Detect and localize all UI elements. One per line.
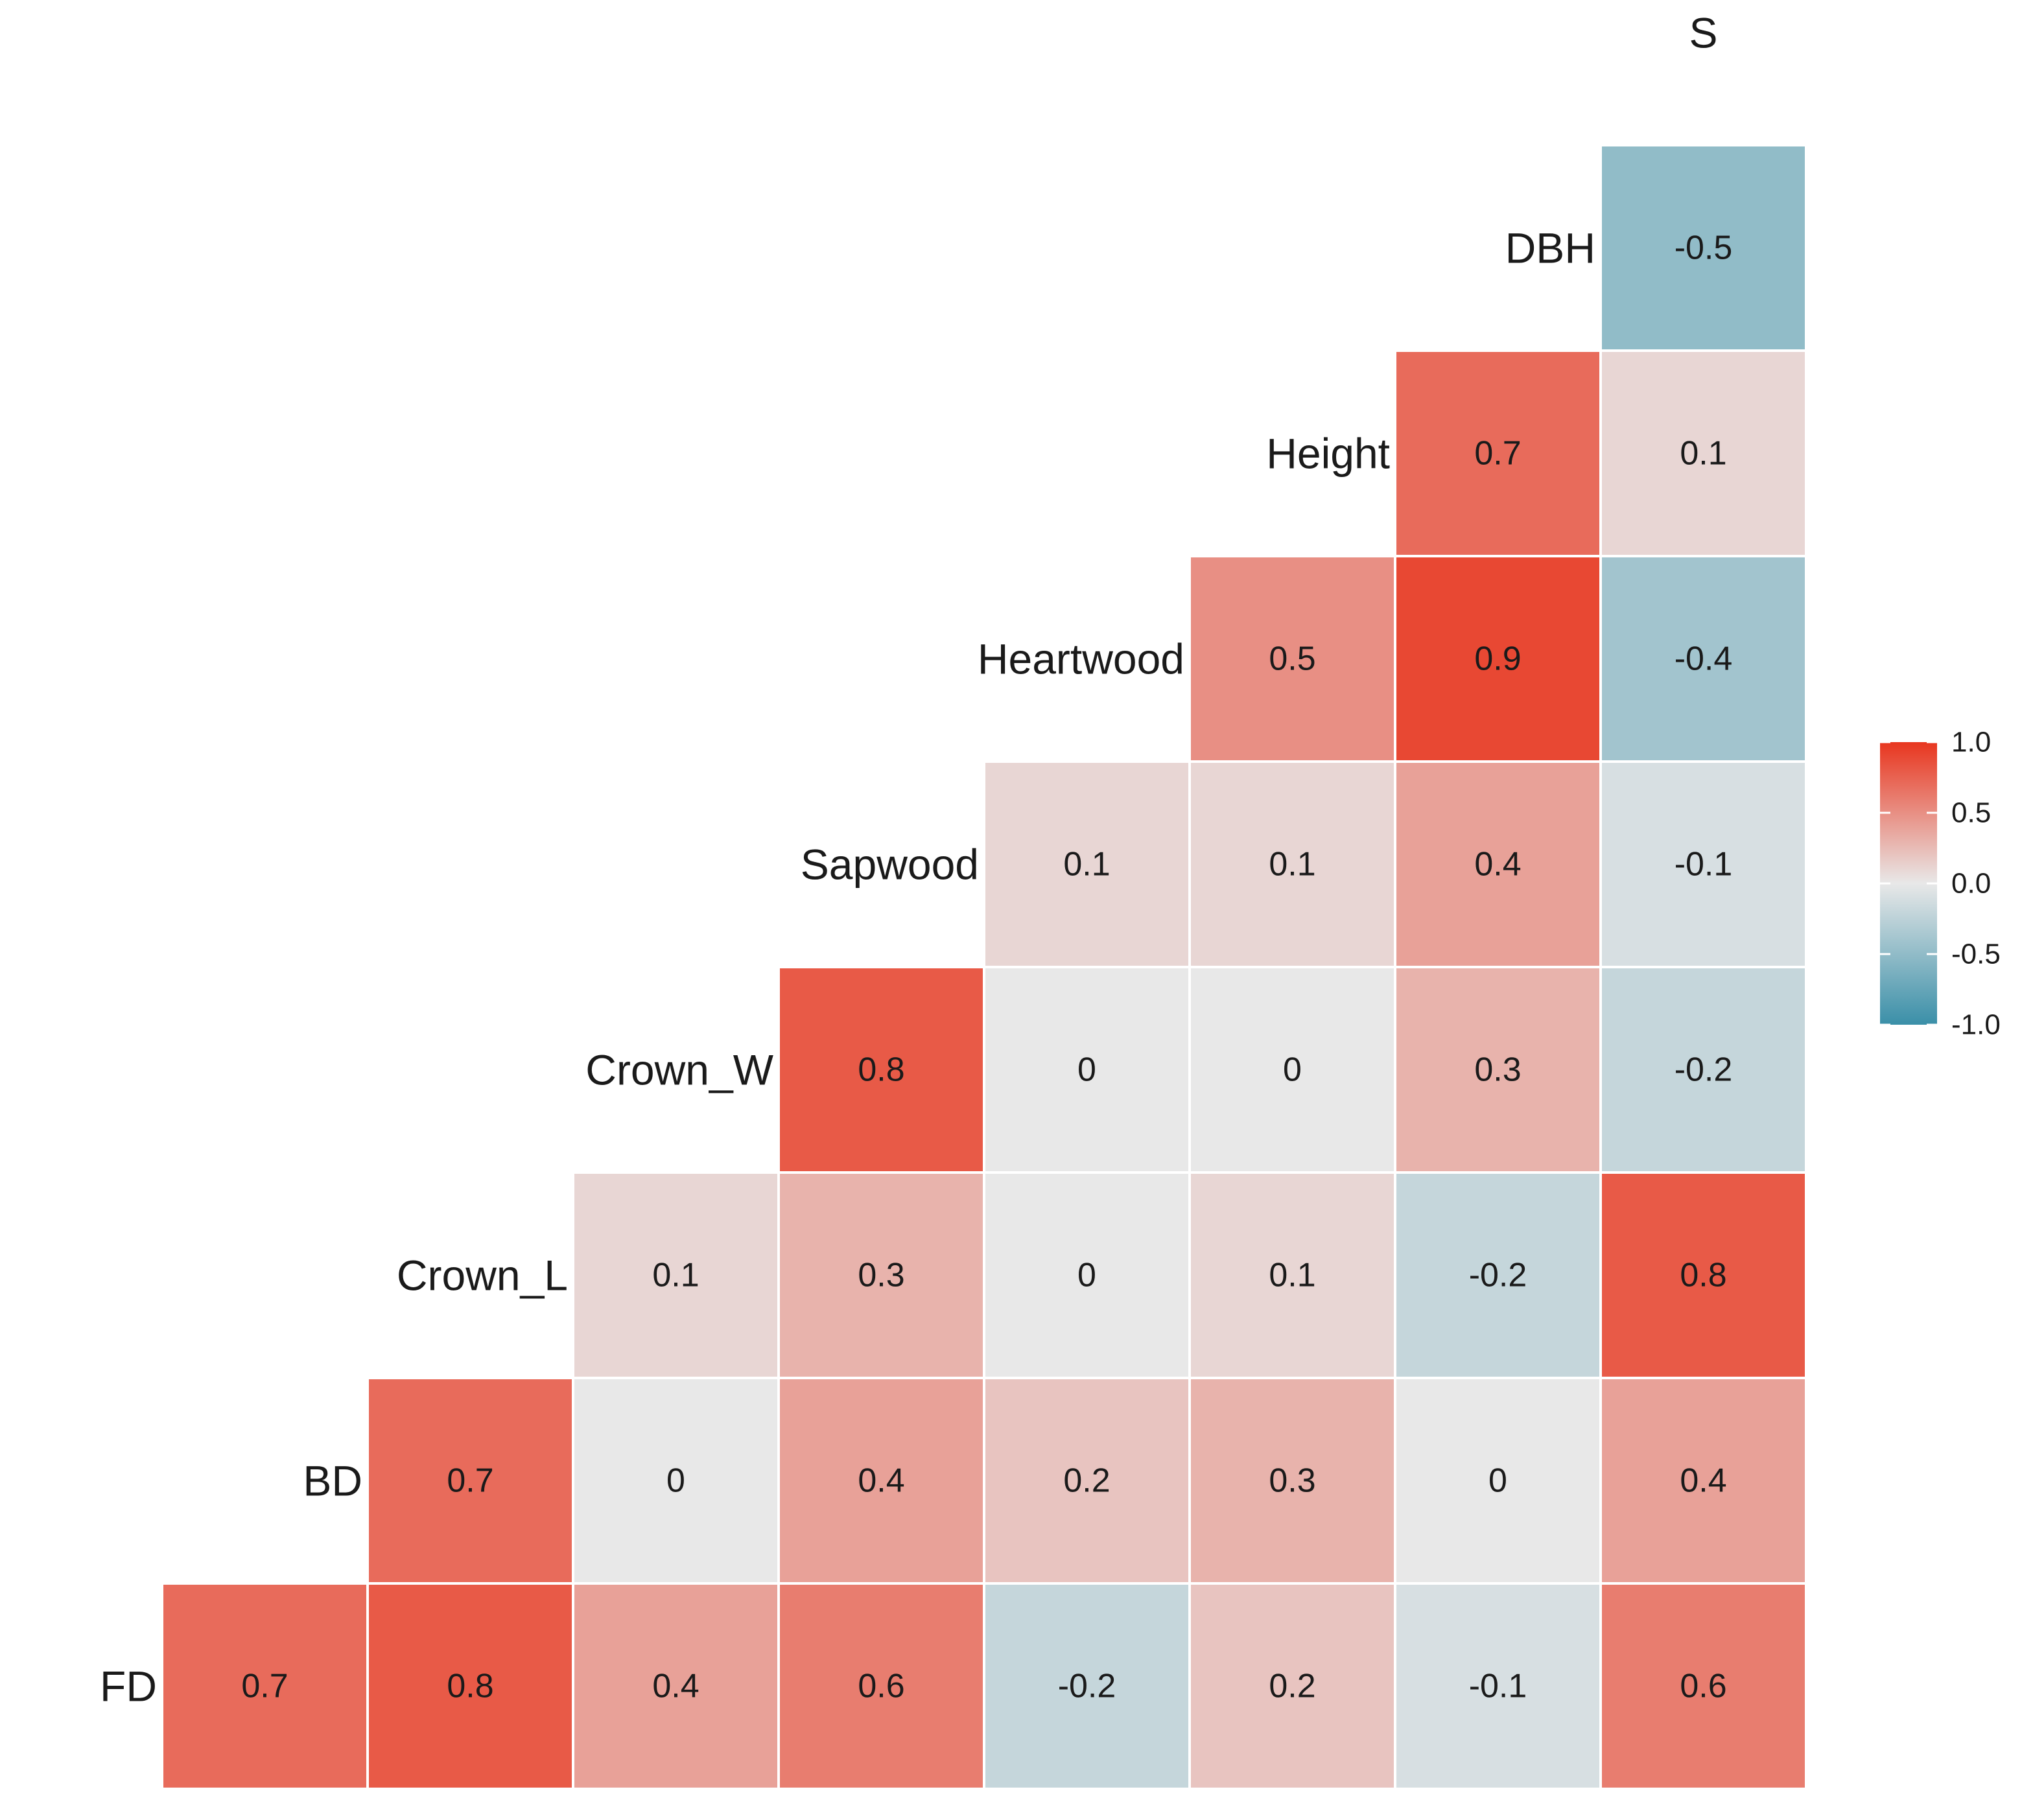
heatmap-cell — [1602, 557, 1805, 760]
cell-value-label: 0.7 — [447, 1462, 493, 1500]
cell-value-label: 0.1 — [1680, 435, 1726, 472]
variable-label-crown-w: Crown_W — [585, 1046, 773, 1094]
cell-value-label: 0.3 — [1474, 1051, 1521, 1089]
color-legend: 1.0 0.5 0.0 -0.5 -1.0 — [1880, 727, 2001, 1041]
cell-value-label: -0.2 — [1058, 1668, 1116, 1705]
heatmap-cell — [1191, 1379, 1394, 1582]
cell-value-label: 0.1 — [1269, 846, 1315, 883]
heatmap-cell — [780, 1379, 983, 1582]
heatmap-cell — [1396, 1379, 1599, 1582]
heatmap-cell — [1396, 763, 1599, 966]
cell-value-label: 0.6 — [1680, 1668, 1726, 1705]
heatmap-cell — [1396, 1174, 1599, 1377]
cell-value-label: 0.7 — [1474, 435, 1521, 472]
cell-value-label: 0.9 — [1474, 640, 1521, 678]
heatmap-cell — [985, 1585, 1188, 1788]
cell-value-label: 0.8 — [1680, 1257, 1726, 1294]
heatmap-cell — [1191, 557, 1394, 760]
heatmap-cell — [1191, 763, 1394, 966]
heatmap-cells: 0.7 0.8 0.4 0.6 -0.2 0.2 -0.1 0.6 0.7 0 0.4 0.2 0.3 0… — [163, 146, 1805, 1788]
cell-value-label: 0.1 — [1063, 846, 1110, 883]
heatmap-cell — [985, 1379, 1188, 1582]
cell-value-label: 0.8 — [858, 1051, 904, 1089]
cell-value-label: -0.2 — [1675, 1051, 1733, 1089]
heatmap-cell — [1602, 146, 1805, 349]
cell-value-label: -0.1 — [1675, 846, 1733, 883]
variable-label-sapwood: Sapwood — [801, 841, 979, 889]
heatmap-cell — [1396, 557, 1599, 760]
variable-label-fd: FD — [100, 1662, 157, 1710]
heatmap-cell — [780, 968, 983, 1171]
heatmap-cell — [780, 1585, 983, 1788]
heatmap-cell — [369, 1379, 572, 1582]
cell-value-label: 0.4 — [652, 1668, 699, 1705]
legend-tick-label: 0.0 — [1951, 868, 1991, 900]
heatmap-cell — [1396, 352, 1599, 555]
heatmap-cell — [985, 968, 1188, 1171]
cell-value-label: 0.7 — [241, 1668, 288, 1705]
heatmap-cell — [1396, 968, 1599, 1171]
cell-value-label: 0.2 — [1269, 1668, 1315, 1705]
cell-value-label: 0.4 — [1474, 846, 1521, 883]
variable-label-heartwood: Heartwood — [978, 635, 1184, 683]
cell-value-label: -0.2 — [1469, 1257, 1527, 1294]
legend-tick-label: 1.0 — [1951, 727, 1991, 758]
variable-label-bd: BD — [303, 1457, 362, 1505]
heatmap-cell — [1602, 1379, 1805, 1582]
cell-value-label: 0.8 — [447, 1668, 493, 1705]
cell-value-label: 0.6 — [858, 1668, 904, 1705]
legend-ticks: 1.0 0.5 0.0 -0.5 -1.0 — [1880, 727, 2001, 1041]
cell-value-label: 0.1 — [1269, 1257, 1315, 1294]
heatmap-cell — [1602, 968, 1805, 1171]
heatmap-cell — [163, 1585, 366, 1788]
heatmap-cell — [1602, 352, 1805, 555]
heatmap-cell — [1191, 1174, 1394, 1377]
cell-value-label: 0 — [1077, 1257, 1096, 1294]
heatmap-cell — [1602, 763, 1805, 966]
heatmap-cell — [985, 763, 1188, 966]
cell-value-label: 0.1 — [652, 1257, 699, 1294]
legend-tick-label: -1.0 — [1951, 1009, 2001, 1041]
variable-label-height: Height — [1266, 430, 1390, 478]
cell-value-label: -0.5 — [1675, 229, 1733, 267]
heatmap-cell — [574, 1379, 777, 1582]
heatmap-cell — [985, 1174, 1188, 1377]
cell-value-label: 0.4 — [1680, 1462, 1726, 1500]
cell-value-label: -0.1 — [1469, 1668, 1527, 1705]
legend-tick-label: 0.5 — [1951, 797, 1991, 829]
cell-value-label: -0.4 — [1675, 640, 1733, 678]
variable-labels: FD BD Crown_L Crown_W Sapwood Heartwood Height… — [100, 9, 1718, 1710]
heatmap-cell — [574, 1174, 777, 1377]
cell-value-label: 0.5 — [1269, 640, 1315, 678]
cell-value-label: 0 — [666, 1462, 685, 1500]
heatmap-cell — [780, 1174, 983, 1377]
heatmap-cell — [1191, 968, 1394, 1171]
heatmap-cell — [1191, 1585, 1394, 1788]
heatmap-cell — [1602, 1585, 1805, 1788]
cell-value-label: 0.3 — [1269, 1462, 1315, 1500]
legend-tick-label: -0.5 — [1951, 939, 2001, 970]
variable-label-crown-l: Crown_L — [397, 1252, 568, 1300]
variable-label-dbh: DBH — [1505, 224, 1595, 272]
heatmap-cell — [574, 1585, 777, 1788]
cell-value-label: 0 — [1488, 1462, 1507, 1500]
cell-value-label: 0 — [1077, 1051, 1096, 1089]
heatmap-cell — [369, 1585, 572, 1788]
cell-value-label: 0.2 — [1063, 1462, 1110, 1500]
cell-value-label: 0 — [1283, 1051, 1302, 1089]
heatmap-cell — [1396, 1585, 1599, 1788]
variable-label-s: S — [1689, 9, 1717, 57]
cell-value-label: 0.4 — [858, 1462, 904, 1500]
heatmap-cell — [1602, 1174, 1805, 1377]
cell-value-label: 0.3 — [858, 1257, 904, 1294]
